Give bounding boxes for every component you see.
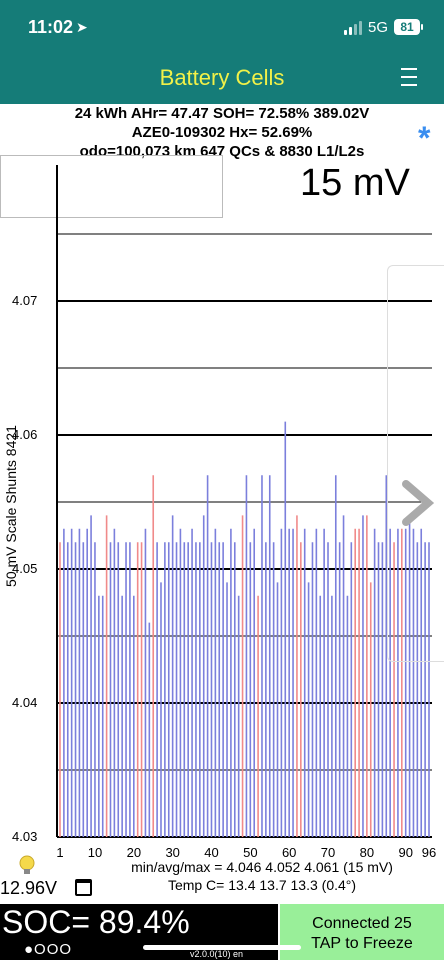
y-tick-label: 4.04 — [12, 695, 38, 710]
scale-label[interactable]: 15 mV — [300, 162, 410, 204]
y-tick-label: 4.06 — [12, 427, 38, 442]
home-indicator[interactable] — [143, 945, 301, 950]
pack-info-line1: 24 kWh AHr= 47.47 SOH= 72.58% 389.02V — [74, 105, 370, 122]
connection-status: Connected 25 — [312, 915, 412, 932]
calendar-icon[interactable] — [75, 879, 92, 896]
x-tick-label: 70 — [320, 845, 336, 860]
battery-icon: 81 — [394, 19, 420, 35]
status-time: 11:02 — [28, 17, 74, 37]
battery-tip — [421, 24, 423, 30]
x-tick-label: 50 — [243, 845, 258, 860]
lightbulb-icon[interactable] — [18, 855, 36, 877]
soc-panel[interactable]: SOC= 89.4% ●OOO — [0, 904, 278, 960]
status-bar: 11:02 ➤ 5G 81 — [0, 0, 444, 58]
x-tick-label: 20 — [126, 845, 142, 860]
freeze-label: TAP to Freeze — [311, 935, 413, 952]
soc-value: SOC= 89.4% — [2, 904, 190, 940]
connection-button[interactable]: Connected 25 TAP to Freeze — [280, 904, 444, 960]
y-tick-label: 4.03 — [12, 829, 38, 844]
x-tick-label: 90 — [398, 845, 413, 860]
overlay-box[interactable] — [0, 155, 223, 218]
signal-icon — [344, 21, 364, 35]
nav-bar: Battery Cells — [0, 58, 444, 104]
temperature-summary: Temp C= 13.4 13.7 13.3 (0.4°) — [167, 877, 357, 893]
network-type: 5G — [368, 19, 389, 36]
min-avg-max: min/avg/max = 4.046 4.052 4.061 (15 mV) — [131, 859, 393, 875]
pack-info-line2: AZE0-109302 Hx= 52.69% — [131, 124, 313, 141]
aux-voltage: 12.96V — [0, 878, 58, 898]
page-title: Battery Cells — [159, 65, 285, 90]
menu-icon[interactable] — [398, 64, 420, 92]
x-tick-label: 10 — [87, 845, 103, 860]
x-tick-label: 60 — [281, 845, 297, 860]
voltage-summary: min/avg/max = 4.046 4.052 4.061 (15 mV) … — [0, 858, 444, 894]
x-tick-label: 40 — [204, 845, 219, 860]
chevron-right-icon[interactable] — [400, 480, 436, 526]
x-tick-label: 1 — [56, 845, 64, 860]
side-panel-handle[interactable] — [387, 265, 444, 662]
x-tick-label: 30 — [165, 845, 180, 860]
x-tick-label: 80 — [359, 845, 375, 860]
x-tick-label: 96 — [421, 845, 437, 860]
y-tick-label: 4.05 — [12, 561, 38, 576]
app-version: v2.0.0(10) en — [190, 949, 244, 959]
page-indicator[interactable]: ●OOO — [24, 941, 73, 958]
location-arrow-icon: ➤ — [76, 19, 88, 35]
settings-star-icon[interactable]: * — [418, 120, 431, 156]
cell-voltage-chart[interactable] — [0, 0, 444, 860]
y-tick-label: 4.07 — [12, 293, 38, 308]
